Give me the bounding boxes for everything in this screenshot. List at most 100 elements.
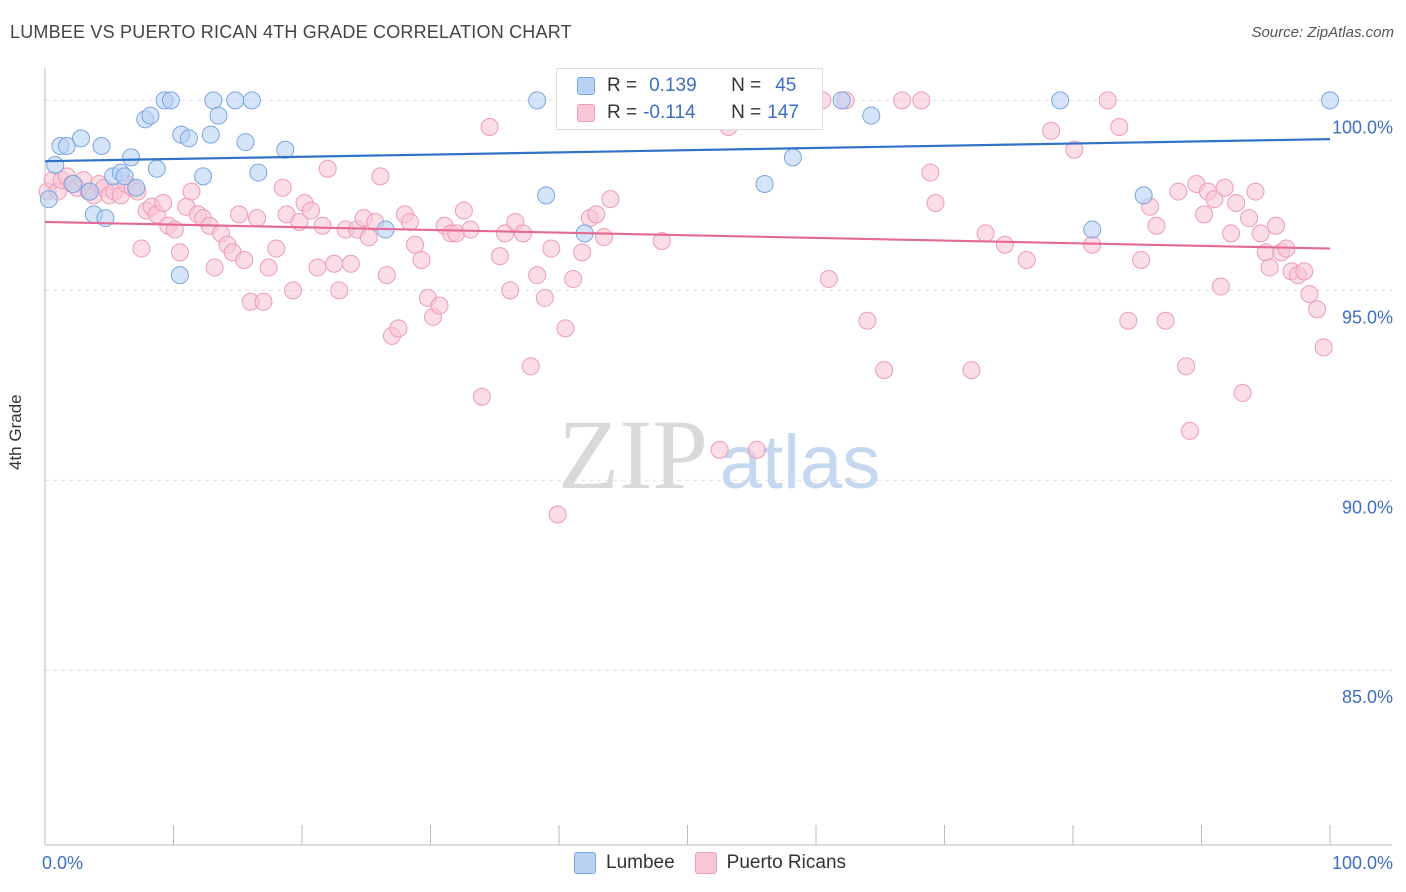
data-point <box>1251 224 1270 243</box>
data-point <box>1169 182 1188 201</box>
data-point <box>535 288 554 307</box>
data-point <box>1134 186 1153 205</box>
data-point <box>1300 285 1319 304</box>
y-tick-label: 100.0% <box>1332 117 1393 137</box>
data-point <box>226 91 245 110</box>
data-point <box>273 178 292 197</box>
data-point <box>430 296 449 315</box>
data-point <box>912 91 931 110</box>
data-point <box>122 148 141 167</box>
data-point <box>528 91 547 110</box>
r-value: -0.114 <box>643 102 696 123</box>
legend-item-lumbee: Lumbee <box>574 852 675 874</box>
data-point <box>1233 383 1252 402</box>
data-point <box>301 201 320 220</box>
data-point <box>127 178 146 197</box>
data-point <box>132 239 151 258</box>
data-point <box>472 387 491 406</box>
data-point <box>962 361 981 380</box>
data-point <box>1110 117 1129 136</box>
x-tick-label-max: 100.0% <box>1332 853 1393 873</box>
source-label: Source: ZipAtlas.com <box>1251 24 1394 41</box>
data-point <box>1083 220 1102 239</box>
data-point <box>170 243 189 262</box>
data-point <box>556 319 575 338</box>
data-point <box>1321 91 1339 110</box>
data-point <box>1211 277 1230 296</box>
data-point <box>236 133 255 152</box>
legend-label-puerto-ricans: Puerto Ricans <box>726 852 847 873</box>
data-point <box>594 228 613 247</box>
data-point <box>313 216 332 235</box>
data-point <box>39 190 58 209</box>
data-point <box>537 186 556 205</box>
legend-swatch-puerto-ricans <box>577 104 595 122</box>
data-point <box>454 201 473 220</box>
data-point <box>359 228 378 247</box>
tick-labels: 100.0% 95.0% 90.0% 85.0% 0.0% 100.0% <box>42 117 1393 873</box>
legend-swatch-lumbee <box>574 852 596 874</box>
data-point <box>71 129 90 148</box>
data-point <box>1177 357 1196 376</box>
data-point <box>1227 193 1246 212</box>
data-point <box>893 91 912 110</box>
data-point <box>501 281 520 300</box>
data-point <box>179 129 198 148</box>
stats-legend: R = 0.139 N = 45 R = -0.114 N = 147 <box>556 68 823 130</box>
data-point <box>1132 250 1151 269</box>
data-point <box>248 209 267 228</box>
data-point <box>652 231 671 250</box>
data-point <box>1215 178 1234 197</box>
data-point <box>496 224 515 243</box>
data-point <box>1260 258 1279 277</box>
data-point <box>170 266 189 285</box>
data-point <box>204 91 223 110</box>
y-axis-label: 4th Grade <box>6 394 25 470</box>
data-point <box>205 258 224 277</box>
y-tick-label: 85.0% <box>1342 687 1393 707</box>
data-point <box>230 205 249 224</box>
data-point <box>201 125 220 144</box>
data-point <box>587 205 606 224</box>
data-point <box>267 239 286 258</box>
data-point <box>528 266 547 285</box>
series-puerto-ricans <box>38 91 1333 524</box>
data-point <box>862 106 881 125</box>
data-point <box>1098 91 1117 110</box>
legend-row-puerto-ricans: R = -0.114 N = 147 <box>577 101 799 125</box>
x-tick-label-min: 0.0% <box>42 853 83 873</box>
data-point <box>242 91 261 110</box>
trend-line-puerto-ricans <box>44 220 1331 250</box>
data-point <box>1051 91 1070 110</box>
data-point <box>57 136 76 155</box>
data-point <box>926 193 945 212</box>
data-point <box>92 136 111 155</box>
data-point <box>1042 121 1061 140</box>
watermark-zip: ZIP <box>558 399 708 510</box>
data-point <box>995 235 1014 254</box>
data-point <box>601 190 620 209</box>
legend-swatch-lumbee <box>577 77 595 95</box>
data-point <box>1205 190 1224 209</box>
legend-item-puerto-ricans: Puerto Ricans <box>694 852 847 874</box>
data-point <box>1065 140 1084 159</box>
data-point <box>341 254 360 273</box>
data-point <box>80 182 99 201</box>
data-point <box>1240 209 1259 228</box>
trend-line-lumbee <box>44 138 1331 163</box>
data-point <box>377 266 396 285</box>
data-point <box>819 269 838 288</box>
n-label: N = <box>731 102 762 123</box>
data-point <box>147 159 166 178</box>
n-value: 45 <box>775 75 797 96</box>
data-point <box>1119 311 1138 330</box>
data-point <box>710 440 729 459</box>
data-point <box>259 258 278 277</box>
data-point <box>875 361 894 380</box>
data-point <box>564 269 583 288</box>
data-point <box>318 159 337 178</box>
data-point <box>573 243 592 262</box>
data-point <box>325 254 344 273</box>
data-point <box>371 167 390 186</box>
